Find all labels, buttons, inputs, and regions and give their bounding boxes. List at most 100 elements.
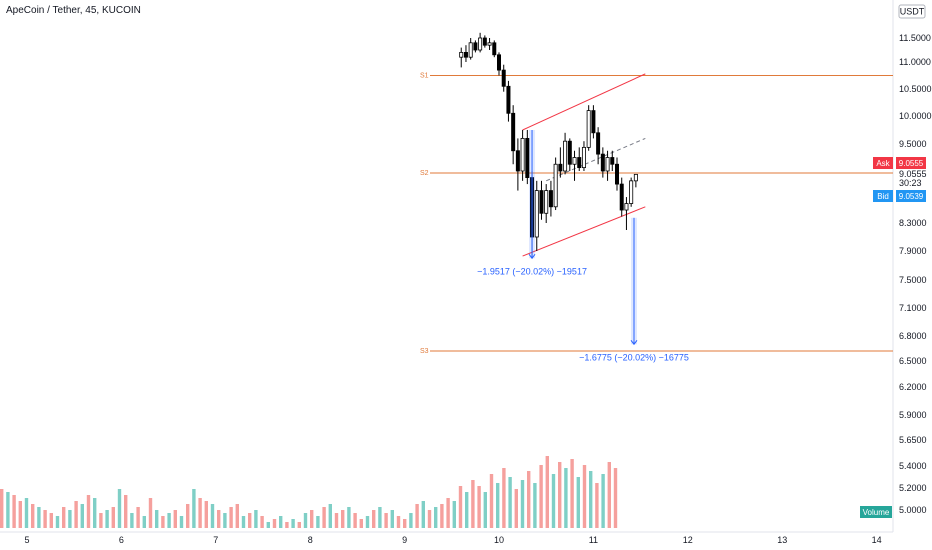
measure-label: −1.6775 (−20.02%) −16775 (579, 352, 689, 362)
candle[interactable] (487, 38, 492, 50)
candle[interactable] (596, 127, 601, 165)
volume-bar (458, 486, 463, 528)
candle[interactable] (506, 80, 511, 122)
volume-bar (241, 516, 246, 528)
volume-bar (390, 510, 394, 528)
candle[interactable] (539, 180, 544, 220)
x-tick-label: 9 (402, 535, 407, 545)
candle[interactable] (624, 197, 629, 230)
price-candles[interactable] (459, 32, 638, 259)
price-range-measure[interactable]: −1.6775 (−20.02%) −16775 (579, 217, 689, 363)
volume-bar (99, 513, 103, 528)
y-tick-label: 6.5000 (899, 356, 927, 366)
channel-lower-line[interactable] (522, 206, 646, 257)
candle[interactable] (615, 157, 620, 191)
candle[interactable] (525, 130, 530, 185)
time-axis[interactable]: 5 6 7 8 9 10 11 12 13 14 (24, 535, 881, 545)
currency-button[interactable]: USDT (898, 4, 926, 19)
y-tick-label: 8.3000 (899, 218, 927, 228)
volume-bar (86, 495, 91, 528)
channel-drawing[interactable] (522, 73, 646, 257)
volume-bar (564, 468, 568, 528)
volume-bar (136, 507, 140, 528)
volume-bar (465, 492, 469, 528)
candle[interactable] (511, 105, 516, 165)
volume-bar (111, 507, 115, 528)
volume-bar (192, 489, 196, 528)
volume-bar (229, 507, 233, 528)
volume-bar (539, 465, 543, 528)
volume-bar (18, 501, 22, 528)
candle[interactable] (633, 173, 638, 188)
y-tick-label: 9.5000 (899, 139, 927, 149)
candle[interactable] (605, 150, 610, 181)
candle[interactable] (581, 141, 586, 171)
candle[interactable] (591, 105, 596, 139)
volume-bar (173, 510, 177, 528)
volume-bar (334, 513, 339, 528)
y-tick-label: 5.4000 (899, 461, 927, 471)
price-axis[interactable]: 11.5000 11.0000 10.5000 10.0000 9.5000 8.3000… (899, 33, 932, 515)
candle[interactable] (473, 40, 478, 53)
chart-title: ApeCoin / Tether, 45, KUCOIN (6, 5, 141, 16)
candle[interactable] (567, 138, 572, 171)
candle[interactable] (478, 32, 483, 53)
volume-bar (613, 468, 618, 528)
bar-countdown: 30:23 (899, 178, 922, 188)
volume-bar (378, 507, 382, 528)
ask-value: 9.0555 (899, 159, 924, 168)
candle[interactable] (600, 147, 605, 178)
candle[interactable] (629, 177, 634, 207)
level-label: S2 (420, 170, 429, 177)
candle[interactable] (548, 180, 553, 217)
candle[interactable] (586, 105, 591, 151)
candle[interactable] (553, 157, 558, 211)
volume-bar (372, 510, 376, 528)
candle[interactable] (610, 150, 615, 171)
candle[interactable] (534, 180, 539, 251)
x-tick-label: 5 (24, 535, 29, 545)
volume-bar (440, 504, 444, 528)
volume-bar (68, 510, 72, 528)
volume-bar (353, 513, 357, 528)
candle[interactable] (520, 130, 525, 181)
bid-label: Bid (877, 192, 889, 201)
volume-label: Volume (863, 508, 890, 517)
volume-bar (403, 519, 407, 528)
candle[interactable] (544, 184, 549, 223)
volume-bar (607, 462, 611, 528)
candle[interactable] (459, 47, 464, 68)
volume-bar (117, 489, 122, 528)
candle[interactable] (572, 150, 577, 181)
volume-bar (558, 462, 562, 528)
x-tick-label: 12 (683, 535, 693, 545)
candle[interactable] (515, 138, 520, 191)
channel-mid-line[interactable] (546, 137, 646, 182)
candle[interactable] (482, 35, 487, 48)
volume-bar (210, 504, 215, 528)
candle[interactable] (501, 64, 506, 92)
volume-bar (43, 510, 47, 528)
candle[interactable] (468, 38, 473, 60)
candle[interactable] (558, 147, 563, 178)
volume-bar (508, 477, 512, 528)
volume-bar (347, 507, 351, 528)
candle[interactable] (492, 40, 497, 58)
candle[interactable] (563, 132, 568, 175)
ask-badge: Ask 9.0555 (873, 157, 926, 169)
support-levels[interactable]: S1 S2 S3 (420, 73, 893, 356)
volume-bar (446, 498, 450, 528)
candle[interactable] (496, 52, 501, 76)
volume-badge[interactable]: Volume (860, 506, 892, 518)
price-range-measure[interactable]: −1.9517 (−20.02%) −19517 (477, 130, 587, 276)
x-tick-label: 7 (213, 535, 218, 545)
candle[interactable] (463, 45, 468, 62)
channel-upper-line[interactable] (522, 73, 646, 131)
candle[interactable] (619, 177, 624, 217)
volume-bar (384, 513, 388, 528)
volume-bar (341, 510, 345, 528)
measure-annotations[interactable]: −1.9517 (−20.02%) −19517 −1.6775 (−20.02%… (477, 130, 689, 362)
candle[interactable] (577, 147, 582, 171)
volume-bar (520, 480, 525, 528)
